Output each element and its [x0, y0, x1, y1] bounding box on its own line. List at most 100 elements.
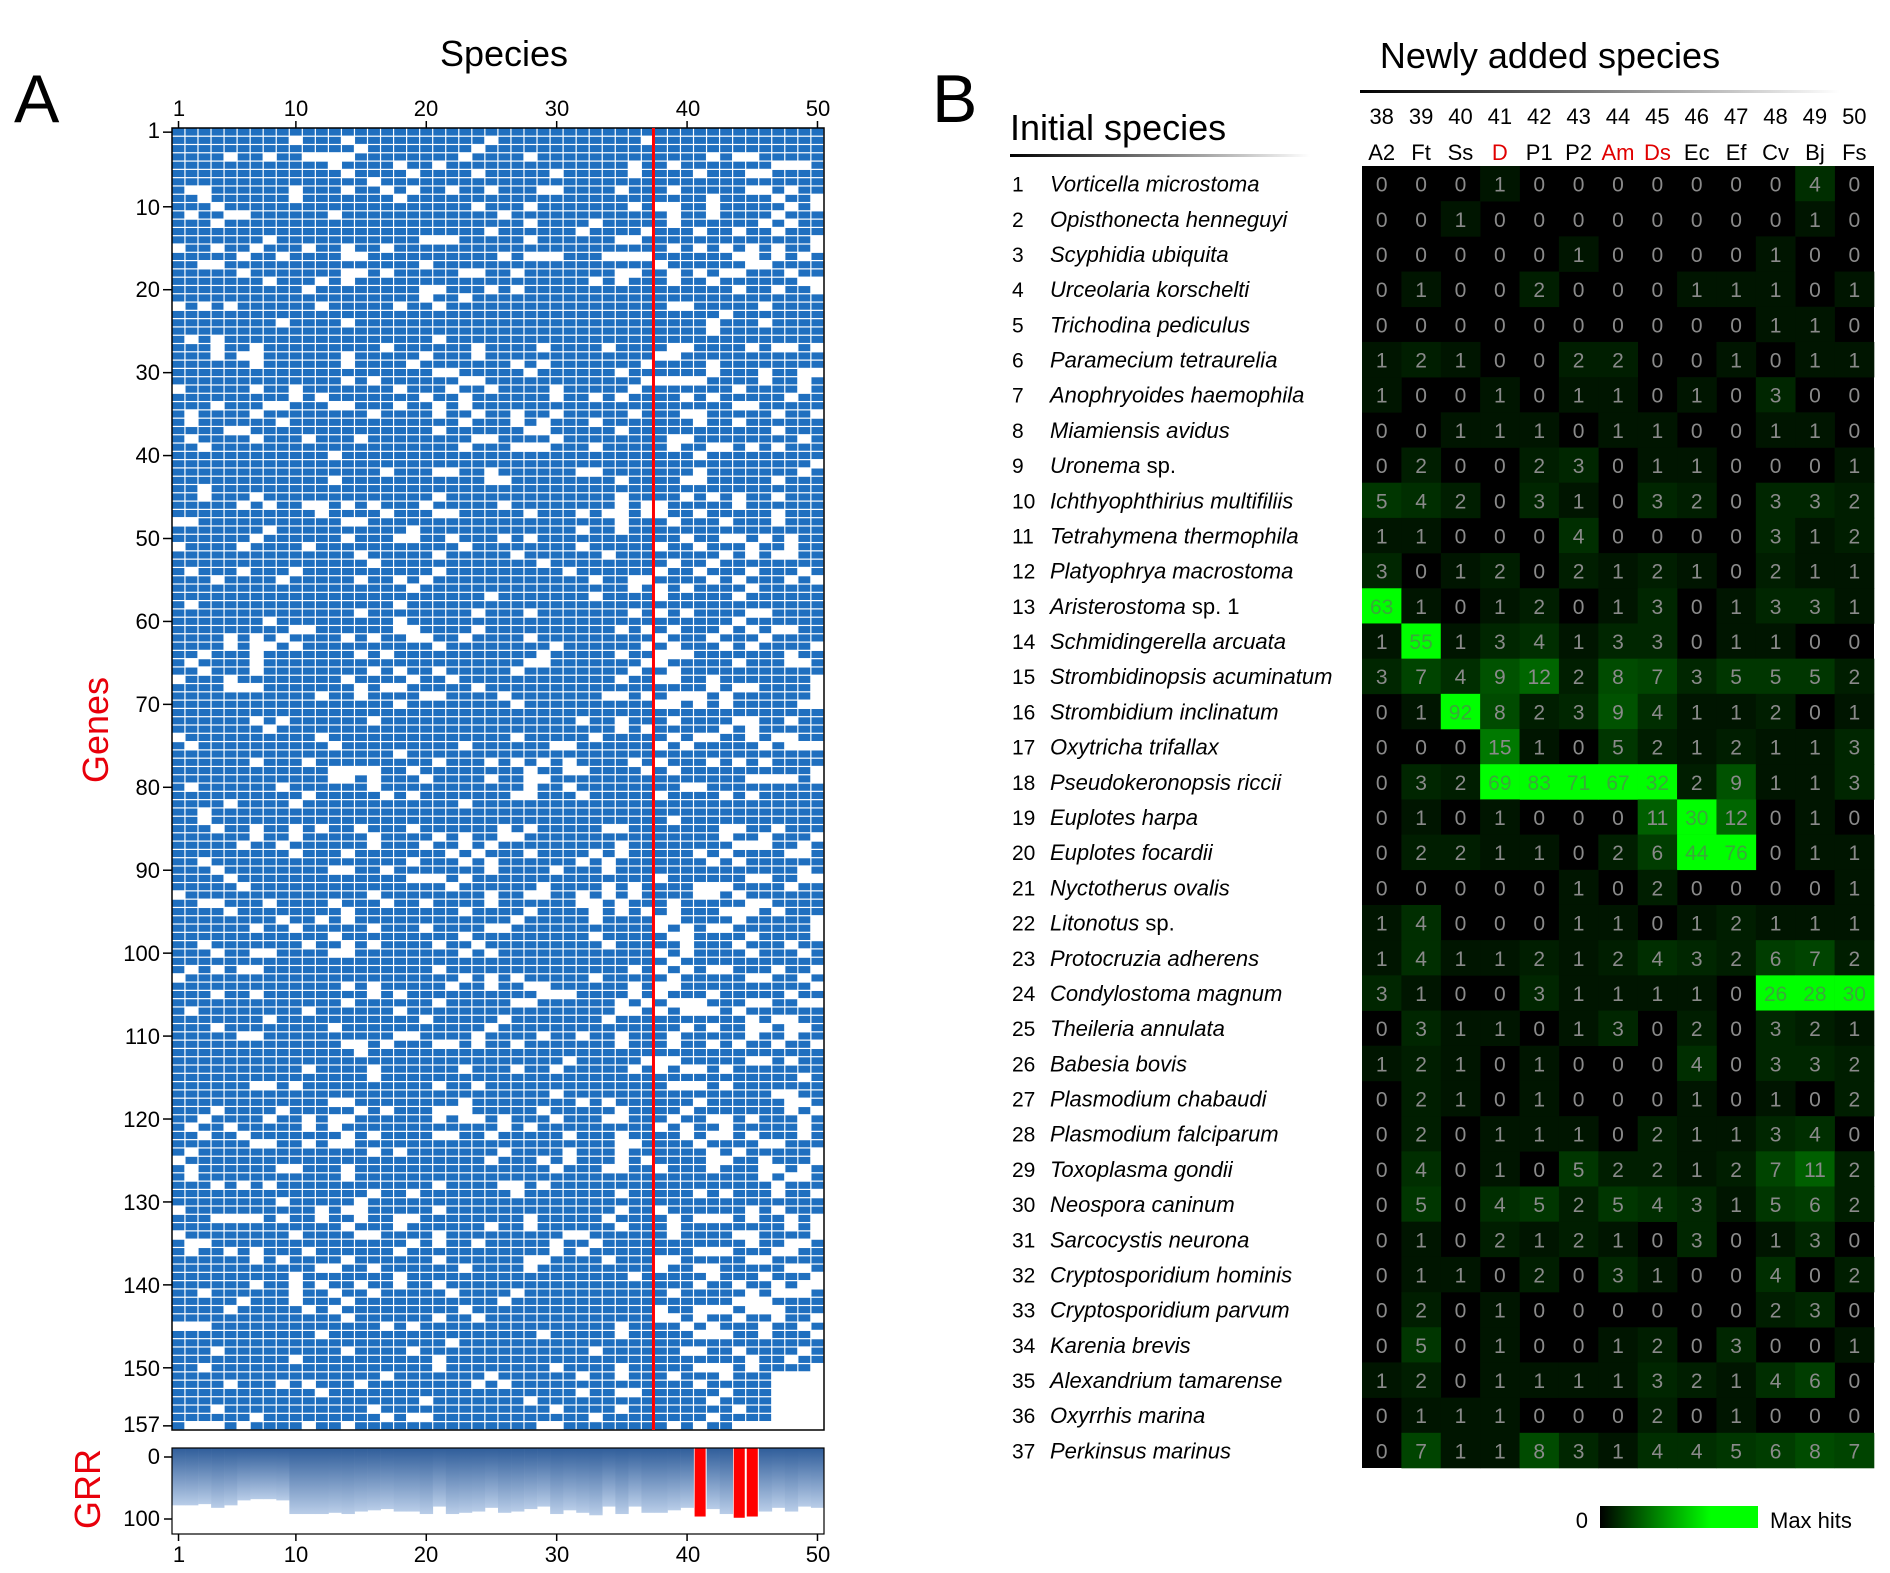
- gene-presence-cell: [772, 742, 785, 750]
- gene-presence-cell: [694, 684, 706, 692]
- gene-presence-cell: [746, 178, 759, 186]
- gene-presence-cell: [498, 368, 511, 377]
- gene-presence-cell: [459, 717, 472, 725]
- gene-presence-cell: [628, 601, 641, 609]
- gene-presence-cell: [681, 750, 693, 758]
- gene-presence-cell: [681, 402, 693, 410]
- gene-presence-cell: [628, 908, 641, 916]
- gene-presence-cell: [224, 592, 237, 601]
- gene-presence-cell: [668, 1065, 680, 1073]
- gene-presence-cell: [446, 667, 459, 675]
- gene-presence-cell: [576, 277, 589, 285]
- gene-presence-cell: [446, 750, 459, 758]
- gene-presence-cell: [615, 576, 628, 584]
- gene-presence-cell: [798, 1057, 811, 1065]
- gene-presence-cell: [720, 990, 733, 999]
- gene-presence-cell: [263, 451, 276, 460]
- gene-presence-cell: [302, 1082, 315, 1090]
- gene-presence-cell: [798, 825, 811, 833]
- gene-presence-cell: [628, 1090, 641, 1098]
- gene-presence-cell: [250, 899, 263, 907]
- gene-presence-cell: [368, 858, 380, 866]
- gene-presence-cell: [446, 742, 459, 750]
- gene-presence-cell: [798, 460, 811, 468]
- gene-presence-cell: [746, 501, 759, 509]
- gene-presence-cell: [263, 990, 276, 999]
- gene-presence-cell: [550, 733, 563, 741]
- gene-presence-cell: [615, 559, 628, 567]
- gene-presence-cell: [185, 1024, 198, 1032]
- gene-presence-cell: [172, 252, 185, 260]
- gene-presence-cell: [368, 194, 380, 202]
- gene-presence-cell: [381, 145, 393, 153]
- gene-presence-cell: [237, 659, 250, 667]
- gene-presence-cell: [498, 244, 511, 252]
- gene-presence-cell: [224, 750, 237, 758]
- gene-presence-cell: [498, 161, 511, 169]
- gene-presence-cell: [328, 128, 341, 136]
- gene-presence-cell: [589, 335, 602, 343]
- gene-presence-cell: [342, 261, 354, 269]
- gene-presence-cell: [185, 1015, 198, 1023]
- gene-presence-cell: [289, 659, 302, 667]
- gene-presence-cell: [589, 236, 602, 244]
- gene-presence-cell: [615, 816, 628, 824]
- gene-presence-cell: [746, 783, 759, 791]
- gene-presence-cell: [211, 1065, 224, 1073]
- gene-presence-cell: [759, 526, 772, 534]
- gene-presence-cell: [224, 825, 237, 833]
- gene-presence-cell: [772, 1107, 785, 1115]
- gene-presence-cell: [407, 783, 420, 791]
- gene-presence-cell: [720, 377, 733, 385]
- gene-presence-cell: [615, 161, 628, 169]
- gene-presence-cell: [694, 626, 706, 634]
- gene-presence-cell: [550, 327, 563, 335]
- gene-presence-cell: [394, 551, 407, 559]
- gene-presence-cell: [172, 1032, 185, 1040]
- gene-presence-cell: [198, 310, 211, 319]
- gene-presence-cell: [328, 725, 341, 733]
- gene-presence-cell: [707, 750, 719, 758]
- gene-presence-cell: [550, 194, 563, 202]
- gene-presence-cell: [811, 709, 824, 717]
- gene-presence-cell: [628, 460, 641, 468]
- gene-presence-cell: [733, 203, 746, 211]
- gene-presence-cell: [459, 360, 472, 368]
- gene-presence-cell: [746, 1098, 759, 1106]
- gene-presence-cell: [668, 725, 680, 733]
- gene-presence-cell: [224, 949, 237, 957]
- gene-presence-cell: [355, 941, 367, 949]
- gene-presence-cell: [289, 252, 302, 260]
- gene-presence-cell: [302, 684, 315, 692]
- gene-presence-cell: [537, 410, 550, 418]
- gene-presence-cell: [628, 684, 641, 692]
- gene-presence-cell: [472, 427, 485, 435]
- gene-presence-cell: [576, 874, 589, 882]
- gene-presence-cell: [654, 269, 667, 277]
- gene-presence-cell: [407, 518, 420, 526]
- gene-presence-cell: [537, 825, 550, 833]
- gene-presence-cell: [668, 1090, 680, 1098]
- gene-presence-cell: [785, 783, 798, 791]
- gene-presence-cell: [433, 609, 446, 617]
- gene-presence-cell: [420, 377, 433, 385]
- gene-presence-cell: [524, 974, 537, 982]
- gene-presence-cell: [355, 244, 367, 252]
- gene-presence-cell: [263, 219, 276, 227]
- gene-presence-cell: [811, 178, 824, 186]
- gene-presence-cell: [811, 725, 824, 733]
- gene-presence-cell: [302, 750, 315, 758]
- gene-presence-cell: [628, 509, 641, 518]
- gene-presence-cell: [459, 883, 472, 891]
- gene-presence-cell: [355, 592, 367, 601]
- gene-presence-cell: [563, 601, 576, 609]
- gene-presence-cell: [798, 302, 811, 310]
- gene-presence-cell: [811, 509, 824, 518]
- gene-presence-cell: [211, 750, 224, 758]
- gene-presence-cell: [524, 128, 537, 136]
- gene-presence-cell: [615, 742, 628, 750]
- gene-presence-cell: [381, 1007, 393, 1015]
- gene-presence-cell: [211, 1115, 224, 1123]
- gene-presence-cell: [563, 957, 576, 965]
- gene-presence-cell: [524, 949, 537, 957]
